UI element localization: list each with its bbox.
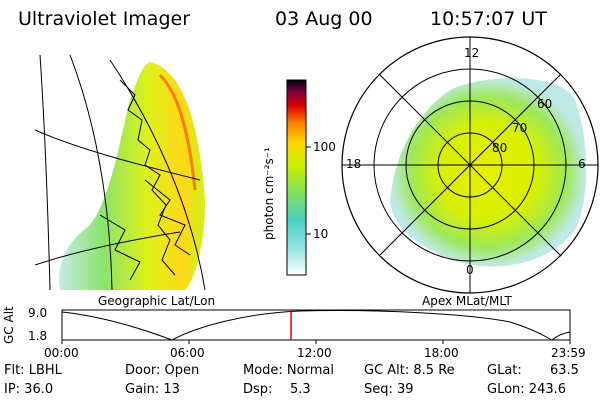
info-mode: Mode: Normal — [243, 363, 334, 378]
info-gain: Gain: 13 — [125, 382, 180, 397]
aurora-emission-polar — [390, 78, 587, 267]
info-glon: GLon: 243.6 — [487, 382, 567, 397]
colorbar-label-10: 10 — [313, 227, 329, 241]
altitude-trace — [61, 310, 571, 341]
info-glat-label: GLat: — [487, 363, 522, 378]
mlt-label-6: 6 — [578, 157, 586, 171]
info-dsp-value: 5.3 — [290, 382, 311, 397]
colorbar-scale — [286, 79, 307, 276]
colorbar-unit-label: photon cm⁻²s⁻¹ — [262, 147, 276, 240]
parallel-line-1 — [35, 129, 201, 181]
terminator-arc — [109, 59, 206, 290]
x-label-0000: 00:00 — [44, 346, 79, 360]
info-door: Door: Open — [125, 363, 200, 378]
mlat-label-60: 60 — [537, 97, 553, 111]
time-label: 10:57:07 UT — [430, 8, 547, 30]
parallel-line-2 — [35, 231, 181, 266]
x-label-2359: 23:59 — [551, 346, 586, 360]
polar-plot — [341, 36, 599, 294]
meridian-line-1 — [69, 55, 113, 290]
x-label-1200: 12:00 — [297, 346, 332, 360]
colorbar-label-100: 100 — [313, 140, 336, 154]
date-label: 03 Aug 00 — [275, 8, 373, 30]
mlt-label-12: 12 — [464, 46, 480, 60]
altitude-y-label: GC Alt — [2, 306, 16, 344]
mlt-label-18: 18 — [346, 157, 362, 171]
instrument-title: Ultraviolet Imager — [18, 8, 191, 30]
geographic-panel-label: Geographic Lat/Lon — [98, 294, 216, 308]
info-ip: IP: 36.0 — [4, 382, 54, 397]
altitude-y-tick-1-8: 1.8 — [28, 329, 48, 343]
x-label-1800: 18:00 — [424, 346, 459, 360]
aurora-emission-geographic — [59, 62, 205, 290]
coastline — [119, 79, 176, 276]
mlat-label-70: 70 — [512, 121, 528, 135]
info-gc-alt: GC Alt: 8.5 Re — [364, 363, 455, 378]
info-seq: Seq: 39 — [364, 382, 414, 397]
meridian-line-2 — [39, 55, 51, 290]
mlt-label-0: 0 — [466, 263, 474, 277]
info-dsp-label: Dsp: — [243, 382, 273, 397]
x-label-0600: 06:00 — [170, 346, 205, 360]
geographic-map — [35, 55, 206, 290]
info-flt: Flt: LBHL — [4, 363, 62, 378]
mlt-diagonal-2 — [378, 73, 562, 257]
altitude-plot — [61, 309, 571, 344]
coastline-3 — [99, 214, 141, 281]
info-glat-value: 63.5 — [550, 363, 579, 378]
mlat-label-80: 80 — [492, 141, 508, 155]
altitude-y-tick-9: 9.0 — [28, 306, 48, 320]
aurora-bright-arc — [158, 73, 197, 191]
coastline-2 — [144, 179, 191, 256]
altitude-plot-frame — [61, 309, 571, 341]
polar-panel-label: Apex MLat/MLT — [422, 294, 512, 308]
